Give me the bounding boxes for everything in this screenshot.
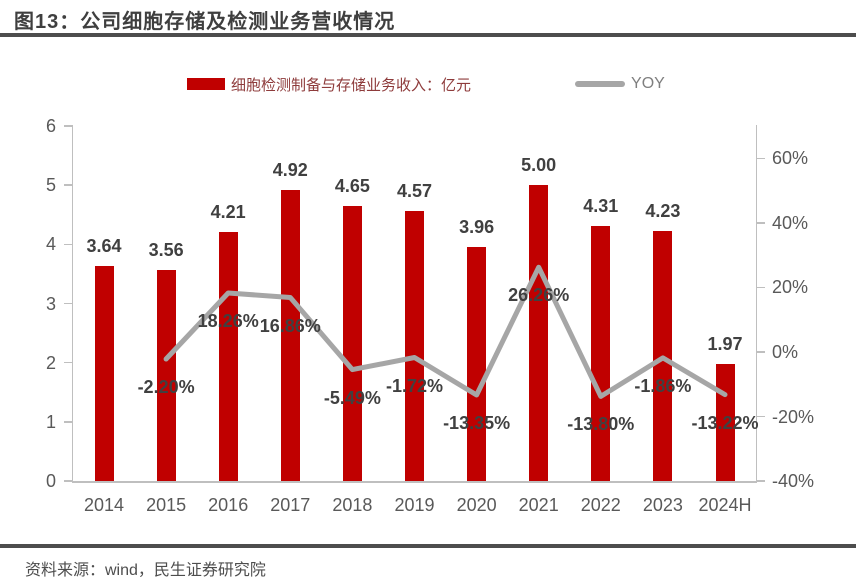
x-axis-label: 2024H bbox=[698, 495, 752, 515]
bar-series-swatch bbox=[187, 78, 225, 90]
bar-value-label: 4.31 bbox=[583, 196, 619, 216]
legend-item-yoy: YOY bbox=[575, 75, 665, 93]
x-axis-label: 2023 bbox=[642, 495, 683, 515]
yoy-value-label: -13.35% bbox=[443, 413, 511, 433]
footer-rule bbox=[0, 544, 856, 548]
y-axis-right-tick bbox=[757, 415, 765, 418]
y-axis-right-tick bbox=[757, 222, 765, 224]
y-axis-right-label: -40% bbox=[772, 471, 815, 491]
bar-value-label: 4.23 bbox=[645, 200, 681, 221]
bar-2019 bbox=[405, 210, 424, 481]
y-axis-left-tick bbox=[64, 421, 72, 423]
bar-2016 bbox=[218, 231, 238, 481]
y-axis-right-tick bbox=[757, 157, 765, 159]
x-axis-label: 2016 bbox=[208, 495, 249, 515]
y-axis-right-tick bbox=[757, 351, 765, 353]
yoy-value-label: -13.22% bbox=[691, 412, 759, 433]
bar-value-label: 5.00 bbox=[521, 155, 557, 176]
x-axis-label: 2018 bbox=[332, 495, 373, 515]
yoy-value-label: 26.26% bbox=[508, 285, 570, 306]
y-axis-right-label: -20% bbox=[772, 406, 815, 427]
y-axis-left-label: 3 bbox=[45, 293, 56, 314]
legend-item-revenue: 细胞检测制备与存储业务收入：亿元 bbox=[187, 74, 471, 95]
y-axis-left-tick bbox=[64, 243, 72, 246]
y-axis-right-label: 0% bbox=[772, 341, 799, 362]
yoy-value-label: -1.86% bbox=[634, 375, 692, 396]
source-note: 资料来源：wind，民生证券研究院 bbox=[25, 562, 266, 579]
y-axis-left-tick bbox=[64, 480, 72, 482]
y-axis-right-tick bbox=[757, 480, 765, 482]
y-axis-right bbox=[755, 125, 757, 482]
y-axis-left-label: 2 bbox=[45, 352, 56, 373]
bar-2022 bbox=[591, 226, 611, 481]
y-axis-left-label: 6 bbox=[45, 116, 56, 136]
x-axis-label: 2017 bbox=[270, 495, 311, 515]
x-axis-label: 2014 bbox=[83, 495, 125, 515]
y-axis-right-label: 20% bbox=[772, 277, 809, 298]
bar-value-label: 4.21 bbox=[210, 201, 246, 222]
y-axis-right-label: 60% bbox=[772, 148, 809, 169]
y-axis-left-label: 1 bbox=[45, 411, 56, 432]
x-axis-label: 2022 bbox=[580, 495, 621, 515]
legend-label-yoy: YOY bbox=[631, 75, 665, 92]
y-axis-right-tick bbox=[757, 286, 765, 289]
yoy-value-label: -13.80% bbox=[567, 414, 635, 435]
legend-label-revenue: 细胞检测制备与存储业务收入：亿元 bbox=[231, 76, 472, 94]
bar-value-label: 4.57 bbox=[396, 180, 433, 201]
yoy-value-label: -5.49% bbox=[323, 387, 381, 408]
x-axis-label: 2021 bbox=[518, 495, 559, 515]
yoy-value-label: 16.86% bbox=[259, 315, 321, 336]
bar-2018 bbox=[342, 205, 362, 481]
bar-value-label: 3.96 bbox=[459, 216, 495, 237]
chart-legend: 细胞检测制备与存储业务收入：亿元 YOY bbox=[187, 72, 665, 96]
y-axis-left-label: 5 bbox=[45, 175, 56, 196]
yoy-value-label: 18.26% bbox=[197, 311, 259, 331]
y-axis-left-tick bbox=[64, 302, 72, 305]
x-axis-label: 2020 bbox=[456, 495, 497, 515]
bar-2014 bbox=[94, 265, 114, 481]
y-axis-left-tick bbox=[64, 184, 72, 186]
bar-value-label: 1.97 bbox=[707, 334, 743, 355]
yoy-value-label: -1.72% bbox=[385, 375, 444, 396]
bar-value-label: 3.64 bbox=[86, 235, 122, 256]
x-axis-label: 2019 bbox=[394, 495, 435, 515]
bar-2020 bbox=[467, 246, 487, 481]
y-axis-left-label: 4 bbox=[45, 234, 56, 255]
x-axis bbox=[71, 481, 757, 483]
title-rule bbox=[0, 33, 856, 37]
yoy-value-label: -2.20% bbox=[137, 377, 195, 397]
bar-value-label: 4.65 bbox=[334, 175, 370, 196]
bar-value-label: 3.56 bbox=[148, 240, 184, 261]
bar-value-label: 4.92 bbox=[272, 159, 308, 180]
y-axis-left-tick bbox=[64, 361, 72, 364]
line-series-swatch bbox=[575, 81, 626, 87]
bar-2021 bbox=[529, 185, 549, 481]
bar-2023 bbox=[653, 230, 673, 481]
figure-title: 图13：公司细胞存储及检测业务营收情况 bbox=[14, 11, 396, 33]
x-axis-label: 2015 bbox=[146, 495, 187, 515]
bar-2015 bbox=[156, 270, 176, 481]
y-axis-right-label: 40% bbox=[772, 212, 809, 233]
y-axis-left bbox=[71, 125, 73, 482]
y-axis-left-tick bbox=[64, 125, 72, 127]
y-axis-left-label: 0 bbox=[45, 471, 56, 491]
